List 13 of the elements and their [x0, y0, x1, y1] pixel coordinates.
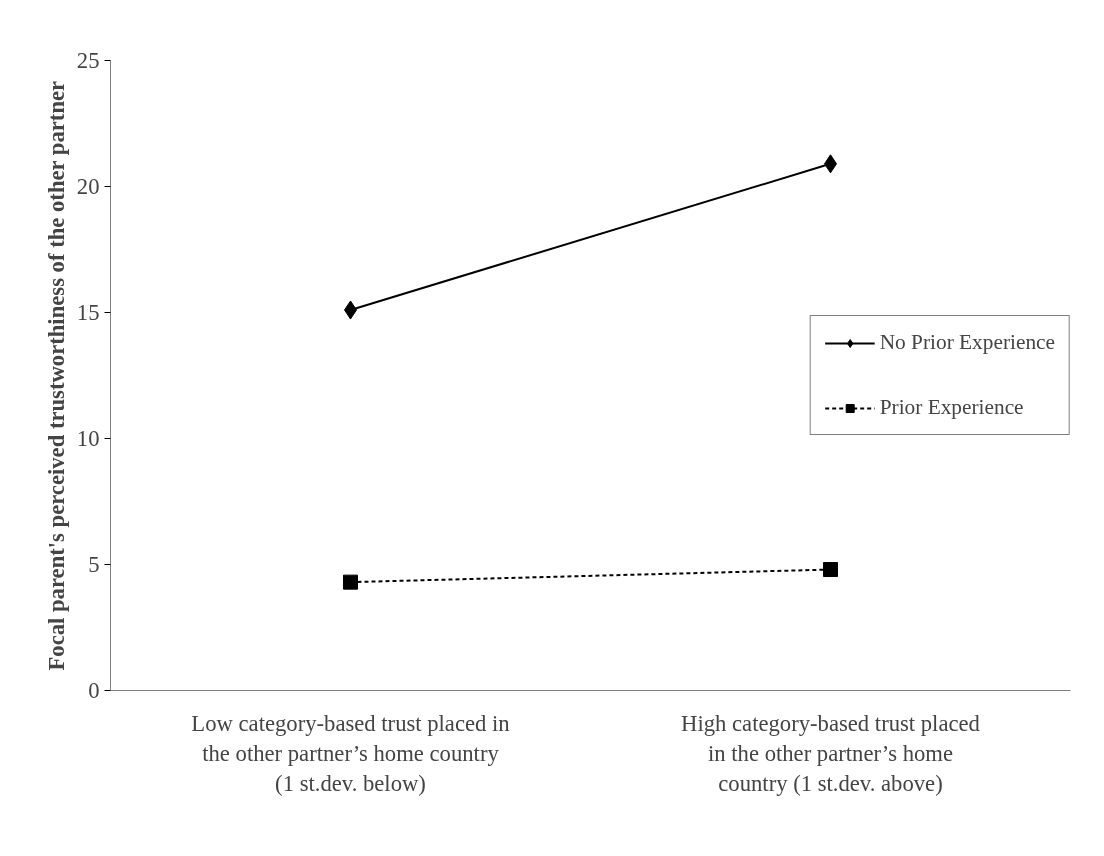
y-tick-label: 20 — [76, 174, 100, 199]
legend-label: Prior Experience — [879, 395, 1024, 420]
y-axis-title: Focal parent's perceived trustworthiness of the other partner — [43, 80, 69, 671]
y-tick-label: 5 — [88, 552, 100, 577]
point — [823, 562, 838, 578]
y-tick-label: 0 — [88, 678, 100, 703]
x-tick-label: High category-based trust placed in the other partner’s home country (1 st.dev. above) — [681, 710, 981, 796]
point — [343, 574, 358, 590]
x-tick-label: Low category-based trust placed in the other partner’s home country (1 st.dev. below) — [191, 710, 510, 796]
y-tick-label: 25 — [76, 48, 100, 73]
legend-label: No Prior Experience — [879, 330, 1055, 355]
y-tick-label: 10 — [76, 426, 100, 451]
y-tick-label: 15 — [76, 300, 100, 325]
